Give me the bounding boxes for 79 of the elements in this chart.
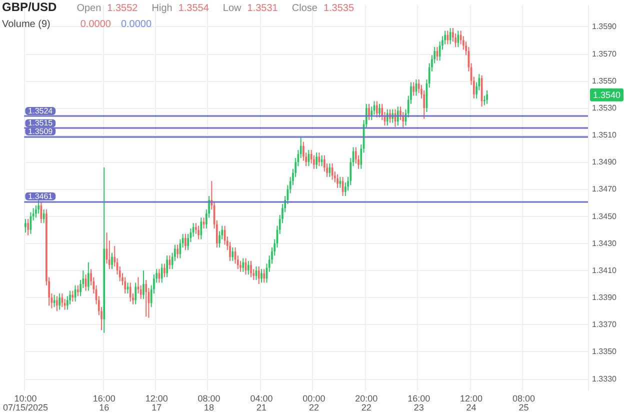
annotation: Open (76, 2, 102, 16)
x-tick-label: 10:00 07/15/2025 (2, 394, 48, 412)
candlestick (202, 217, 205, 229)
x-tick-label: 00:00 22 (302, 394, 326, 412)
y-tick-label: 1.3530 (592, 103, 618, 112)
candlestick (378, 103, 380, 118)
candlestick (126, 282, 129, 294)
candlestick (242, 258, 244, 272)
candlestick (145, 279, 148, 318)
candlestick (27, 218, 30, 236)
y-tick-label: 1.3390 (592, 293, 618, 302)
candlestick (35, 204, 37, 218)
x-tick-label: 12:00 17 (145, 394, 168, 412)
candlestick (111, 252, 113, 270)
candlestick (142, 270, 144, 300)
candlestick (129, 282, 132, 302)
candlestick (486, 90, 488, 104)
ref-line-label: 1.3509 (28, 126, 54, 136)
x-tick-label: 20:00 22 (355, 394, 378, 412)
candlestick (56, 296, 58, 312)
ref-line-label: 1.3524 (28, 106, 54, 116)
candlestick (198, 225, 200, 240)
annotation: 1.3554 (178, 2, 209, 16)
candlestick (376, 100, 378, 118)
x-tick-label: 08:00 18 (198, 394, 220, 412)
annotation: 1.3552 (107, 2, 138, 16)
y-tick-label: 1.3430 (592, 238, 618, 248)
annotation: 0.0000 (120, 18, 152, 32)
candlestick (396, 106, 399, 126)
candlestick (232, 246, 234, 262)
ref-line-label: 1.3515 (28, 118, 54, 128)
candlestick (87, 262, 90, 292)
candlestick (368, 103, 370, 121)
annotation: Close (292, 2, 318, 16)
x-tick-label: 04:00 21 (250, 394, 273, 412)
candlestick (166, 255, 168, 278)
y-tick-label: 1.3330 (592, 374, 618, 384)
annotation: 0.0000 (80, 18, 111, 32)
x-tick-label: 08:00 25 (512, 394, 536, 412)
candlestick (38, 198, 40, 214)
candlestick (258, 266, 260, 285)
y-tick-label: 1.3570 (592, 49, 618, 58)
annotation: 1.3531 (247, 2, 278, 16)
candlestick (24, 218, 26, 234)
candlestick (77, 284, 79, 297)
x-tick-label: 12:00 24 (460, 394, 483, 412)
candlestick (124, 276, 126, 294)
x-tick-label: 16:00 23 (408, 394, 430, 412)
y-tick-label: 1.3450 (592, 212, 618, 221)
candlestick (134, 282, 137, 305)
y-tick-label: 1.3470 (592, 184, 618, 194)
candlestick (247, 260, 250, 276)
y-tick-label: 1.3590 (592, 22, 618, 32)
annotation: Volume (9) (2, 18, 50, 32)
candlestick (164, 263, 166, 278)
candlestick (412, 82, 415, 96)
y-tick-label: 1.3370 (592, 320, 618, 330)
annotation: 1.3540 (593, 90, 621, 100)
annotation: High (152, 2, 172, 16)
candlestick (184, 233, 186, 251)
annotation: 1.3535 (323, 2, 354, 16)
candlestick (339, 176, 342, 188)
y-tick-label: 1.3550 (592, 76, 618, 86)
candlestick (176, 244, 178, 259)
annotation: Low (222, 2, 242, 16)
candlestick (58, 292, 60, 310)
candlestick (336, 174, 338, 188)
candlestick (316, 152, 318, 170)
x-tick-label: 16:00 16 (92, 394, 116, 412)
candlestick (260, 268, 262, 284)
y-tick-label: 1.3510 (592, 130, 618, 140)
y-tick-label: 1.3410 (592, 266, 618, 275)
ref-line-label: 1.3461 (28, 192, 54, 201)
candlestick (250, 260, 252, 278)
candlestick (160, 263, 163, 284)
y-tick-label: 1.3490 (592, 158, 618, 167)
candlestick (263, 268, 266, 284)
chart-title: GBP/USD (2, 0, 57, 14)
y-tick-label: 1.3350 (592, 347, 618, 356)
